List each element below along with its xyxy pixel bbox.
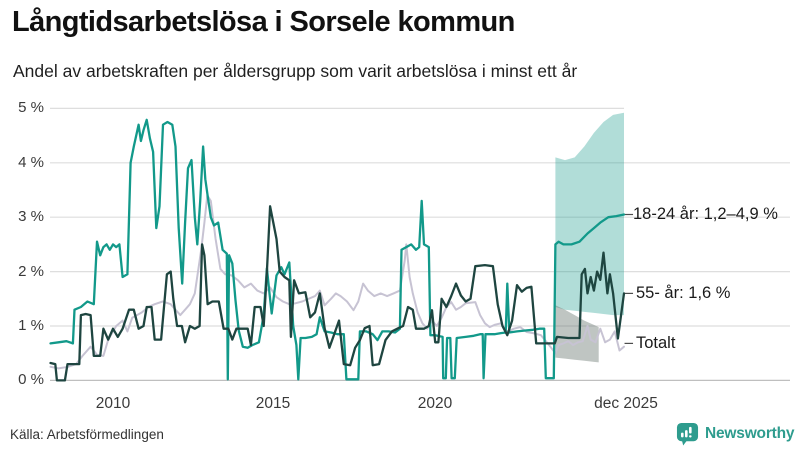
page-title: Långtidsarbetslösa i Sorsele kommun — [12, 6, 515, 38]
x-axis-label-dec-2025: dec 2025 — [594, 395, 658, 412]
page-subtitle: Andel av arbetskraften per åldersgrupp s… — [13, 61, 578, 81]
x-axis-label-2020: 2020 — [417, 395, 453, 412]
brand-name: Newsworthy — [705, 424, 795, 442]
newsworthy-logo: Newsworthy — [676, 421, 795, 446]
x-axis-label-2010: 2010 — [95, 395, 131, 412]
y-axis-label-0: 0 % — [18, 371, 44, 388]
series-label-totalt: Totalt — [636, 334, 676, 352]
y-axis-label-2: 2 % — [18, 263, 44, 280]
y-axis-label-3: 3 % — [18, 208, 44, 225]
y-axis-label-5: 5 % — [18, 99, 44, 116]
y-axis-label-1: 1 % — [18, 317, 44, 334]
source-text: Källa: Arbetsförmedlingen — [10, 427, 164, 442]
y-axis-label-4: 4 % — [18, 154, 44, 171]
series-label-55: 55- år: 1,6 % — [636, 284, 731, 302]
newsworthy-icon — [676, 421, 699, 446]
x-axis-label-2015: 2015 — [255, 395, 291, 412]
series-label-18-24: 18-24 år: 1,2–4,9 % — [633, 205, 778, 223]
